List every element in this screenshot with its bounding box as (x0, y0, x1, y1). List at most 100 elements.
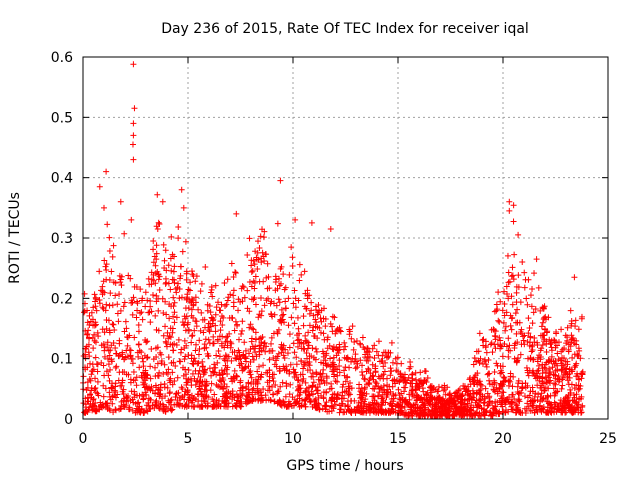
data-point (230, 303, 237, 310)
data-point (560, 371, 567, 378)
data-point (446, 391, 453, 398)
data-point (513, 330, 520, 337)
data-point (434, 388, 441, 395)
data-point (387, 368, 394, 375)
data-point (536, 377, 543, 384)
data-point (491, 379, 498, 386)
data-point (249, 267, 256, 274)
data-point (508, 326, 515, 333)
data-point (555, 339, 562, 346)
data-point (559, 382, 566, 389)
data-point (188, 392, 195, 399)
data-point (304, 287, 311, 294)
data-point (546, 370, 553, 377)
data-point (380, 382, 387, 389)
data-point (150, 237, 157, 244)
data-point (260, 386, 267, 393)
data-point (554, 350, 561, 357)
data-point (312, 404, 319, 411)
data-point (499, 388, 506, 395)
data-point (575, 401, 582, 408)
data-point (579, 402, 586, 409)
data-point (509, 264, 516, 271)
data-point (341, 339, 348, 346)
data-point (159, 295, 166, 302)
data-point (269, 375, 276, 382)
data-point (373, 348, 380, 355)
data-point (125, 371, 132, 378)
data-point (138, 297, 145, 304)
data-point (537, 354, 544, 361)
data-point (279, 312, 286, 319)
data-point (550, 385, 557, 392)
data-point (414, 392, 421, 399)
data-point (272, 381, 279, 388)
data-point (327, 320, 334, 327)
data-point (575, 386, 582, 393)
data-point (329, 368, 336, 375)
data-point (308, 299, 315, 306)
data-point (371, 354, 378, 361)
data-point (569, 354, 576, 361)
data-point (280, 271, 287, 278)
data-point (295, 336, 302, 343)
data-point-outlier (117, 198, 124, 205)
data-point (204, 301, 211, 308)
data-point (249, 325, 256, 332)
data-point (379, 402, 386, 409)
data-point-outlier (506, 207, 513, 214)
data-point (104, 355, 111, 362)
data-point (185, 305, 192, 312)
data-point (537, 347, 544, 354)
data-point (305, 391, 312, 398)
data-point (116, 352, 123, 359)
data-point (116, 291, 123, 298)
data-point (494, 306, 501, 313)
data-point (369, 361, 376, 368)
data-point (248, 397, 255, 404)
data-point (266, 348, 273, 355)
data-point (241, 339, 248, 346)
data-point (197, 327, 204, 334)
data-point (494, 341, 501, 348)
data-point (110, 279, 117, 286)
data-point (183, 342, 190, 349)
data-point (525, 315, 532, 322)
data-point (509, 272, 516, 279)
data-point (237, 360, 244, 367)
data-point (483, 349, 490, 356)
data-point (114, 310, 121, 317)
data-point (144, 371, 151, 378)
data-point (569, 409, 576, 416)
data-point (266, 356, 273, 363)
data-point (363, 409, 370, 416)
data-point (141, 372, 148, 379)
data-point (345, 391, 352, 398)
data-point (310, 324, 317, 331)
data-point (228, 260, 235, 267)
data-point (241, 365, 248, 372)
data-point (117, 276, 124, 283)
data-point (401, 384, 408, 391)
data-point (322, 323, 329, 330)
data-point (332, 377, 339, 384)
data-point (542, 326, 549, 333)
data-point (184, 291, 191, 298)
data-point (525, 403, 532, 410)
y-tick-label: 0.6 (51, 50, 73, 66)
data-point (287, 361, 294, 368)
data-point (473, 358, 480, 365)
data-point (523, 364, 530, 371)
data-point (441, 408, 448, 415)
data-point (110, 409, 117, 416)
data-point (262, 348, 269, 355)
data-point (309, 403, 316, 410)
data-point (223, 301, 230, 308)
data-point (232, 269, 239, 276)
data-point (88, 387, 95, 394)
data-point (142, 389, 149, 396)
data-point (304, 295, 311, 302)
data-point (102, 263, 109, 270)
data-point (147, 387, 154, 394)
data-point (89, 334, 96, 341)
